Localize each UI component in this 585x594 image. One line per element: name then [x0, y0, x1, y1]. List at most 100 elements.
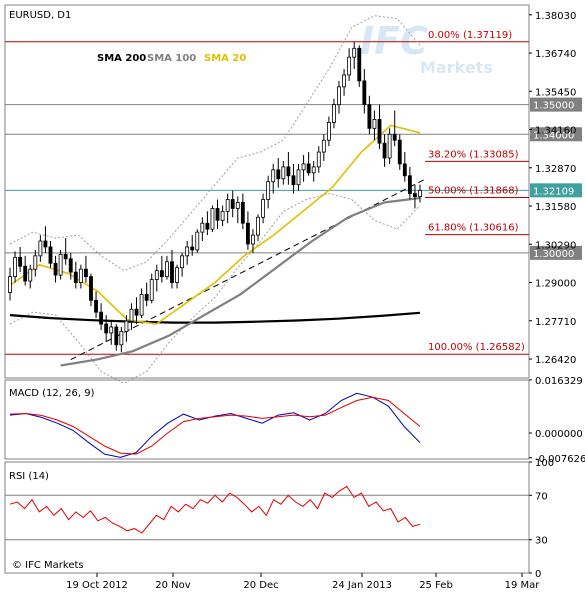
candle-body	[235, 202, 240, 209]
level-box	[530, 97, 582, 112]
macd-tick-label: 0.000000	[535, 429, 583, 440]
candle-body	[28, 268, 33, 282]
candle-body	[362, 80, 367, 106]
candle-body	[58, 253, 63, 276]
rsi-label: RSI (14)	[9, 471, 49, 482]
y-tick-label: 1.29000	[535, 279, 576, 290]
candle-body	[367, 104, 372, 129]
candle-body	[205, 222, 210, 230]
candle-body	[99, 311, 104, 325]
candle-body	[38, 240, 43, 257]
candle-body	[114, 326, 119, 346]
candle-body	[337, 86, 341, 106]
fib-label: 38.20% (1.33085)	[428, 149, 519, 160]
candle-body	[149, 279, 154, 301]
level-box	[530, 183, 582, 198]
fib-label: 100.00% (1.26582)	[428, 342, 525, 353]
candle-body	[134, 308, 139, 316]
candle-body	[413, 193, 417, 197]
candle-body	[164, 261, 169, 277]
rsi-tick-label: 70	[535, 491, 548, 502]
candle-body	[377, 119, 382, 144]
rsi-line	[9, 485, 421, 534]
candle-body	[301, 163, 306, 171]
candle-body	[139, 293, 144, 316]
x-tick-label: 19 Mar	[505, 580, 541, 591]
candle-body	[200, 222, 205, 233]
level-box	[530, 245, 582, 260]
sma200-line	[9, 311, 421, 324]
y-tick-label: 1.35450	[535, 87, 576, 98]
candle-body	[407, 175, 412, 194]
candle-body	[129, 308, 134, 322]
y-tick-label: 1.36740	[535, 49, 576, 60]
y-tick-label: 1.32870	[535, 164, 576, 175]
candle-body	[190, 246, 195, 251]
candle-body	[220, 210, 225, 221]
candle-body	[195, 231, 200, 251]
candle-body	[48, 246, 53, 264]
candle-body	[73, 271, 78, 283]
watermark-brand: IFC	[360, 19, 428, 63]
chart-title: EURUSD, D1	[9, 10, 71, 21]
macd-signal-line	[9, 396, 421, 455]
candle-body	[215, 208, 220, 221]
y-tick-label: 1.26420	[535, 355, 576, 366]
x-tick-label: 19 Oct 2012	[66, 580, 128, 591]
candle-body	[68, 258, 73, 273]
candle-body	[225, 199, 230, 212]
y-tick-label: 1.30290	[535, 240, 576, 251]
candle-body	[175, 267, 179, 283]
candle-body	[104, 323, 109, 334]
candle-body	[251, 234, 255, 245]
fib-label: 61.80% (1.30616)	[428, 223, 519, 234]
candle-body	[392, 133, 397, 141]
candle-body	[402, 163, 407, 177]
candle-body	[185, 246, 190, 257]
candle-body	[8, 276, 12, 294]
candle-body	[321, 139, 326, 153]
candle-body	[306, 163, 311, 174]
x-tick-label: 20 Dec	[243, 580, 278, 591]
candle-body	[245, 222, 250, 245]
x-tick-label: 25 Feb	[419, 580, 453, 591]
candle-body	[84, 268, 88, 277]
candle-body	[13, 256, 17, 277]
candle-body	[33, 255, 38, 270]
candle-body	[286, 166, 291, 177]
candle-body	[296, 169, 301, 186]
candle-body	[256, 216, 260, 236]
level-box-label: 1.35000	[533, 101, 574, 112]
macd-tick-label: -0.007626	[535, 454, 585, 465]
candle-body	[271, 169, 276, 183]
candle-body	[210, 208, 215, 230]
candle-body	[23, 265, 28, 282]
candle-body	[240, 202, 245, 224]
x-tick-label: 20 Nov	[155, 580, 191, 591]
y-tick-label: 1.38030	[535, 11, 576, 22]
upper-band	[9, 15, 421, 272]
candle-body	[372, 119, 377, 129]
watermark-sub: Markets	[420, 58, 493, 77]
candle-body	[18, 256, 23, 267]
candle-body	[418, 189, 422, 197]
fib-label: 0.00% (1.37119)	[428, 30, 512, 41]
candle-body	[261, 199, 266, 218]
rsi-tick-label: 30	[535, 536, 548, 547]
sma20-line	[9, 124, 421, 325]
sma100-line	[60, 196, 421, 367]
legend-sma200: SMA 200	[97, 53, 146, 64]
macd-tick-label: 0.016329	[535, 376, 583, 387]
candle-body	[154, 270, 159, 280]
candle-body	[124, 320, 129, 332]
credit-label: © IFC Markets	[12, 560, 84, 571]
candle-body	[63, 253, 68, 260]
level-box-label: 1.30000	[533, 249, 574, 260]
candle-body	[94, 299, 98, 313]
rsi-tick-label: 0	[535, 569, 541, 580]
candle-body	[144, 293, 149, 301]
x-tick-label: 24 Jan 2013	[332, 580, 392, 591]
rsi-panel-frame	[4, 461, 530, 574]
